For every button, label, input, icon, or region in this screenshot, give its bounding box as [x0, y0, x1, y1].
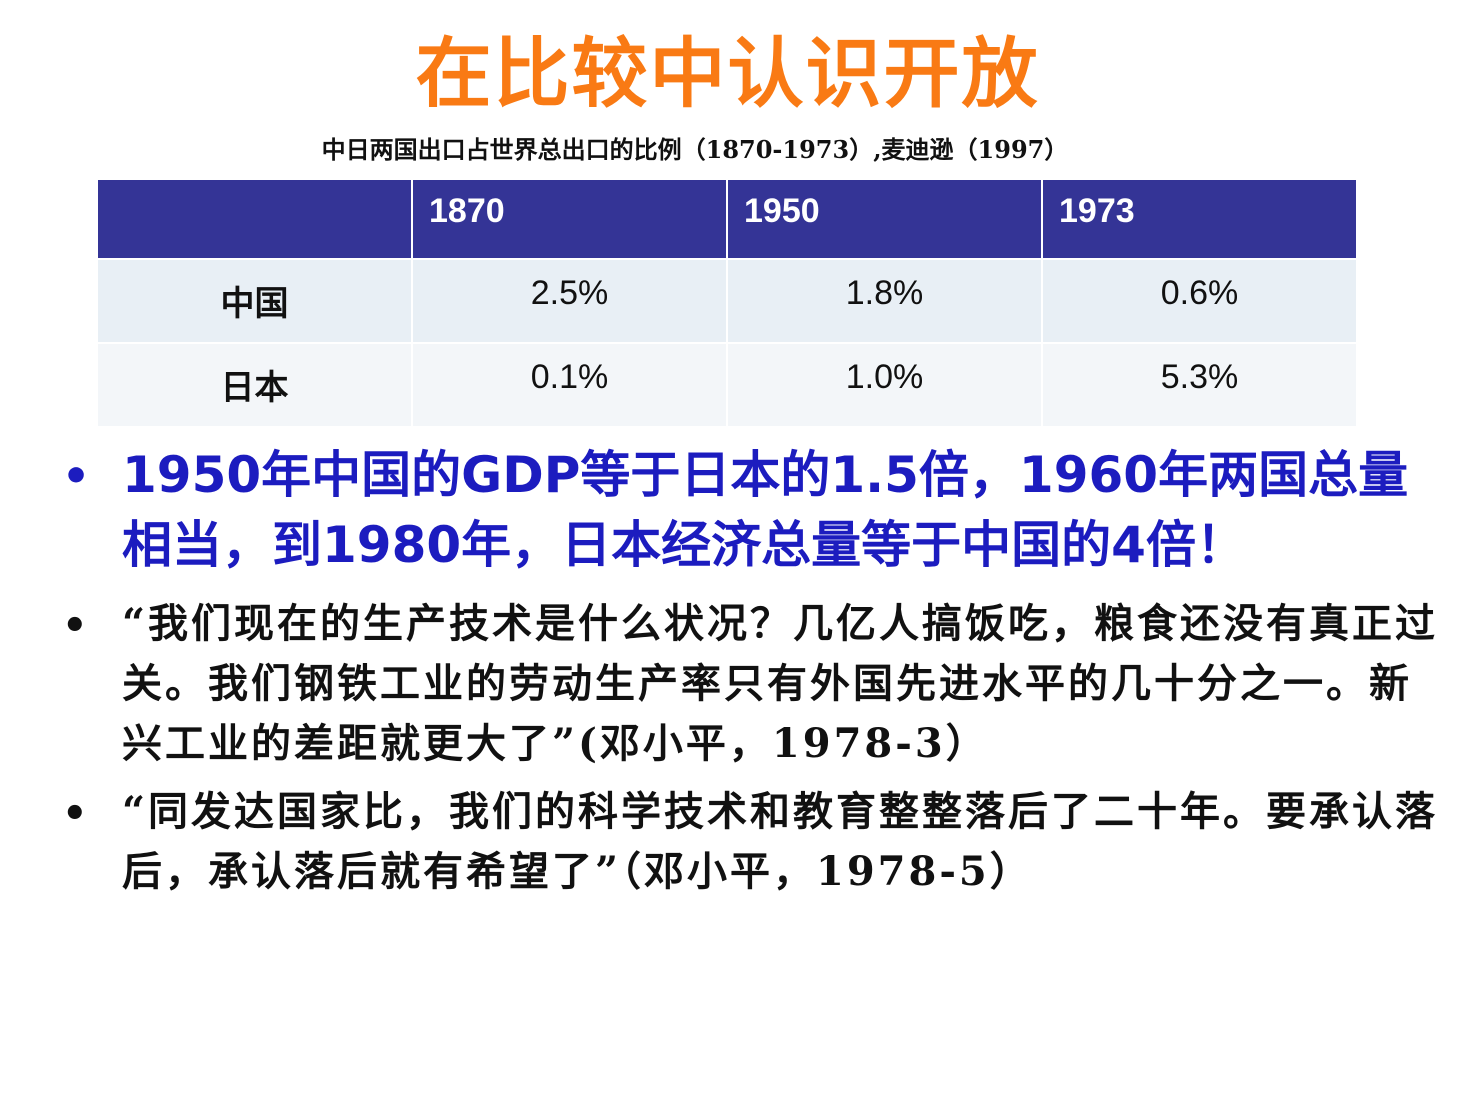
header-cell-1870: 1870	[411, 178, 728, 260]
bullet-dot: •	[62, 603, 91, 649]
table-cell: 1.0%	[726, 342, 1043, 428]
table-cell: 0.6%	[1041, 258, 1358, 344]
bullet-item-quote-1: • “我们现在的生产技术是什么状况？几亿人搞饭吃，粮食还没有真正过关。我们钢铁工…	[60, 594, 1440, 774]
bullet-text: “同发达国家比，我们的科学技术和教育整整落后了二十年。要承认落后，承认落后就有希…	[122, 788, 1439, 895]
header-cell-1973: 1973	[1041, 178, 1358, 260]
table-cell: 0.1%	[411, 342, 728, 428]
header-cell-empty	[96, 178, 413, 260]
bullet-item-gdp: • 1950年中国的GDP等于日本的1.5倍，1960年两国总量相当，到1980…	[60, 440, 1440, 580]
table-cell: 5.3%	[1041, 342, 1358, 428]
table-row-china: 中国 2.5% 1.8% 0.6%	[96, 258, 1358, 344]
table-cell: 2.5%	[411, 258, 728, 344]
bullet-item-quote-2: • “同发达国家比，我们的科学技术和教育整整落后了二十年。要承认落后，承认落后就…	[60, 782, 1440, 902]
row-label: 日本	[96, 342, 413, 428]
row-label: 中国	[96, 258, 413, 344]
export-share-table: 1870 1950 1973 中国 2.5% 1.8% 0.6% 日本 0.1%…	[96, 178, 1358, 428]
table-caption: 中日两国出口占世界总出口的比例（1870-1973）,麦迪逊（1997）	[321, 135, 1069, 164]
table-row-japan: 日本 0.1% 1.0% 5.3%	[96, 342, 1358, 428]
table-header: 1870 1950 1973	[96, 178, 1358, 260]
header-cell-1950: 1950	[726, 178, 1043, 260]
table-header-row: 1870 1950 1973	[96, 178, 1358, 260]
bullet-text: 1950年中国的GDP等于日本的1.5倍，1960年两国总量相当，到1980年，…	[122, 446, 1409, 574]
table-cell: 1.8%	[726, 258, 1043, 344]
bullet-dot: •	[62, 451, 91, 502]
bullet-text: “我们现在的生产技术是什么状况？几亿人搞饭吃，粮食还没有真正过关。我们钢铁工业的…	[122, 600, 1439, 767]
bullet-list: • 1950年中国的GDP等于日本的1.5倍，1960年两国总量相当，到1980…	[60, 440, 1440, 910]
slide-title: 在比较中认识开放	[415, 29, 1040, 118]
bullet-dot: •	[62, 791, 91, 837]
